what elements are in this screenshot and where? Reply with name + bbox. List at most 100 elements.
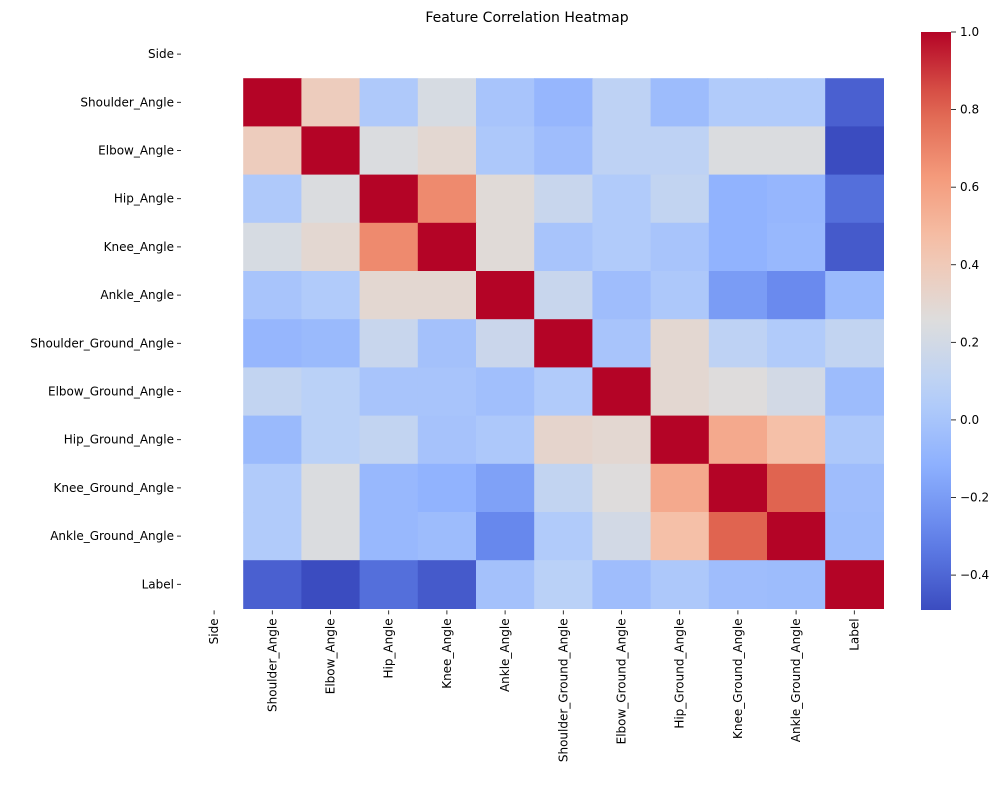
x-tick-label: Elbow_Angle — [324, 618, 338, 694]
heatmap-cell — [825, 560, 884, 609]
x-tick-label: Ankle_Angle — [498, 618, 512, 692]
x-tick-label: Hip_Angle — [382, 618, 396, 678]
heatmap-cell — [534, 463, 593, 513]
chart-title: Feature Correlation Heatmap — [425, 10, 628, 26]
heatmap-cell — [301, 560, 361, 609]
heatmap-cell — [417, 415, 477, 465]
heatmap-cell — [243, 126, 302, 176]
heatmap-cell — [825, 463, 884, 513]
heatmap-cell — [359, 78, 419, 127]
heatmap-cell — [825, 126, 884, 176]
heatmap-cell — [359, 319, 419, 368]
heatmap-cell — [476, 463, 535, 513]
heatmap-cell — [301, 463, 361, 513]
y-tick-label: Elbow_Angle — [98, 144, 174, 158]
x-tick-label: Knee_Angle — [440, 618, 454, 688]
heatmap-cell — [650, 367, 710, 417]
heatmap-cell — [534, 174, 593, 224]
heatmap-cell — [359, 415, 419, 465]
heatmap-cell — [476, 174, 535, 224]
heatmap-cell — [476, 560, 535, 609]
heatmap-cell — [592, 174, 652, 224]
heatmap-cell — [417, 222, 477, 272]
heatmap-cell — [476, 271, 535, 320]
heatmap-cell — [243, 271, 302, 320]
heatmap-cell — [708, 512, 768, 561]
colorbar-gradient — [921, 32, 951, 610]
heatmap-cell — [417, 463, 477, 513]
heatmap-cell — [359, 271, 419, 320]
heatmap-cell — [417, 126, 477, 176]
colorbar-tick-label: 0.8 — [960, 103, 979, 117]
heatmap-cell — [825, 415, 884, 465]
heatmap-cell — [301, 174, 361, 224]
heatmap-cell — [650, 463, 710, 513]
colorbar-tick-label: 1.0 — [960, 25, 979, 39]
heatmap-cell — [359, 463, 419, 513]
y-tick-label: Hip_Ground_Angle — [64, 433, 174, 447]
y-tick-label: Ankle_Ground_Angle — [50, 529, 174, 543]
heatmap-cell — [767, 367, 826, 417]
heatmap-cell — [301, 512, 361, 561]
heatmap-cell — [650, 126, 710, 176]
heatmap-cell — [592, 415, 652, 465]
heatmap-cell — [417, 174, 477, 224]
heatmap-cell — [650, 222, 710, 272]
x-tick-label: Shoulder_Ground_Angle — [556, 618, 570, 762]
heatmap-cell — [767, 222, 826, 272]
heatmap-cell — [243, 174, 302, 224]
y-tick-label: Hip_Angle — [114, 192, 174, 206]
heatmap-cell — [476, 415, 535, 465]
x-tick-label: Knee_Ground_Angle — [731, 618, 745, 739]
heatmap-cell — [476, 367, 535, 417]
heatmap-cell — [243, 512, 302, 561]
heatmap-cell — [708, 78, 768, 127]
heatmap-cell — [708, 319, 768, 368]
heatmap-cell — [534, 367, 593, 417]
x-axis: Side Shoulder_Angle Elbow_Angle Hip_Angle Kn… — [207, 610, 861, 762]
heatmap-cell — [534, 560, 593, 609]
colorbar-tick-label: 0.2 — [960, 335, 979, 349]
heatmap-cell — [417, 319, 477, 368]
heatmap-cell — [592, 126, 652, 176]
heatmap-cell — [767, 560, 826, 609]
heatmap-cells — [243, 78, 884, 609]
heatmap-cell — [767, 271, 826, 320]
heatmap-cell — [301, 367, 361, 417]
heatmap-cell — [359, 174, 419, 224]
heatmap-cell — [417, 367, 477, 417]
heatmap-cell — [592, 319, 652, 368]
heatmap-cell — [243, 319, 302, 368]
colorbar-tick-label: 0.4 — [960, 258, 979, 272]
heatmap-cell — [301, 126, 361, 176]
heatmap-cell — [708, 271, 768, 320]
heatmap-cell — [301, 271, 361, 320]
heatmap-cell — [650, 78, 710, 127]
heatmap-cell — [417, 78, 477, 127]
x-tick-label: Side — [207, 618, 221, 644]
heatmap-cell — [534, 512, 593, 561]
heatmap-cell — [592, 271, 652, 320]
heatmap-cell — [359, 222, 419, 272]
heatmap-cell — [476, 319, 535, 368]
y-tick-label: Knee_Angle — [104, 240, 174, 254]
y-tick-label: Elbow_Ground_Angle — [48, 385, 174, 399]
y-axis: Side Shoulder_Angle Elbow_Angle Hip_Angle Kn… — [30, 47, 181, 591]
heatmap-cell — [534, 222, 593, 272]
heatmap-cell — [476, 78, 535, 127]
heatmap-cell — [825, 174, 884, 224]
heatmap-cell — [243, 463, 302, 513]
heatmap-cell — [767, 126, 826, 176]
y-tick-label: Label — [142, 577, 174, 591]
heatmap-cell — [301, 319, 361, 368]
heatmap-cell — [708, 174, 768, 224]
heatmap-cell — [767, 512, 826, 561]
heatmap-cell — [592, 560, 652, 609]
y-tick-label: Knee_Ground_Angle — [53, 481, 174, 495]
heatmap-cell — [534, 271, 593, 320]
heatmap-cell — [534, 78, 593, 127]
heatmap-cell — [417, 560, 477, 609]
heatmap-cell — [417, 512, 477, 561]
